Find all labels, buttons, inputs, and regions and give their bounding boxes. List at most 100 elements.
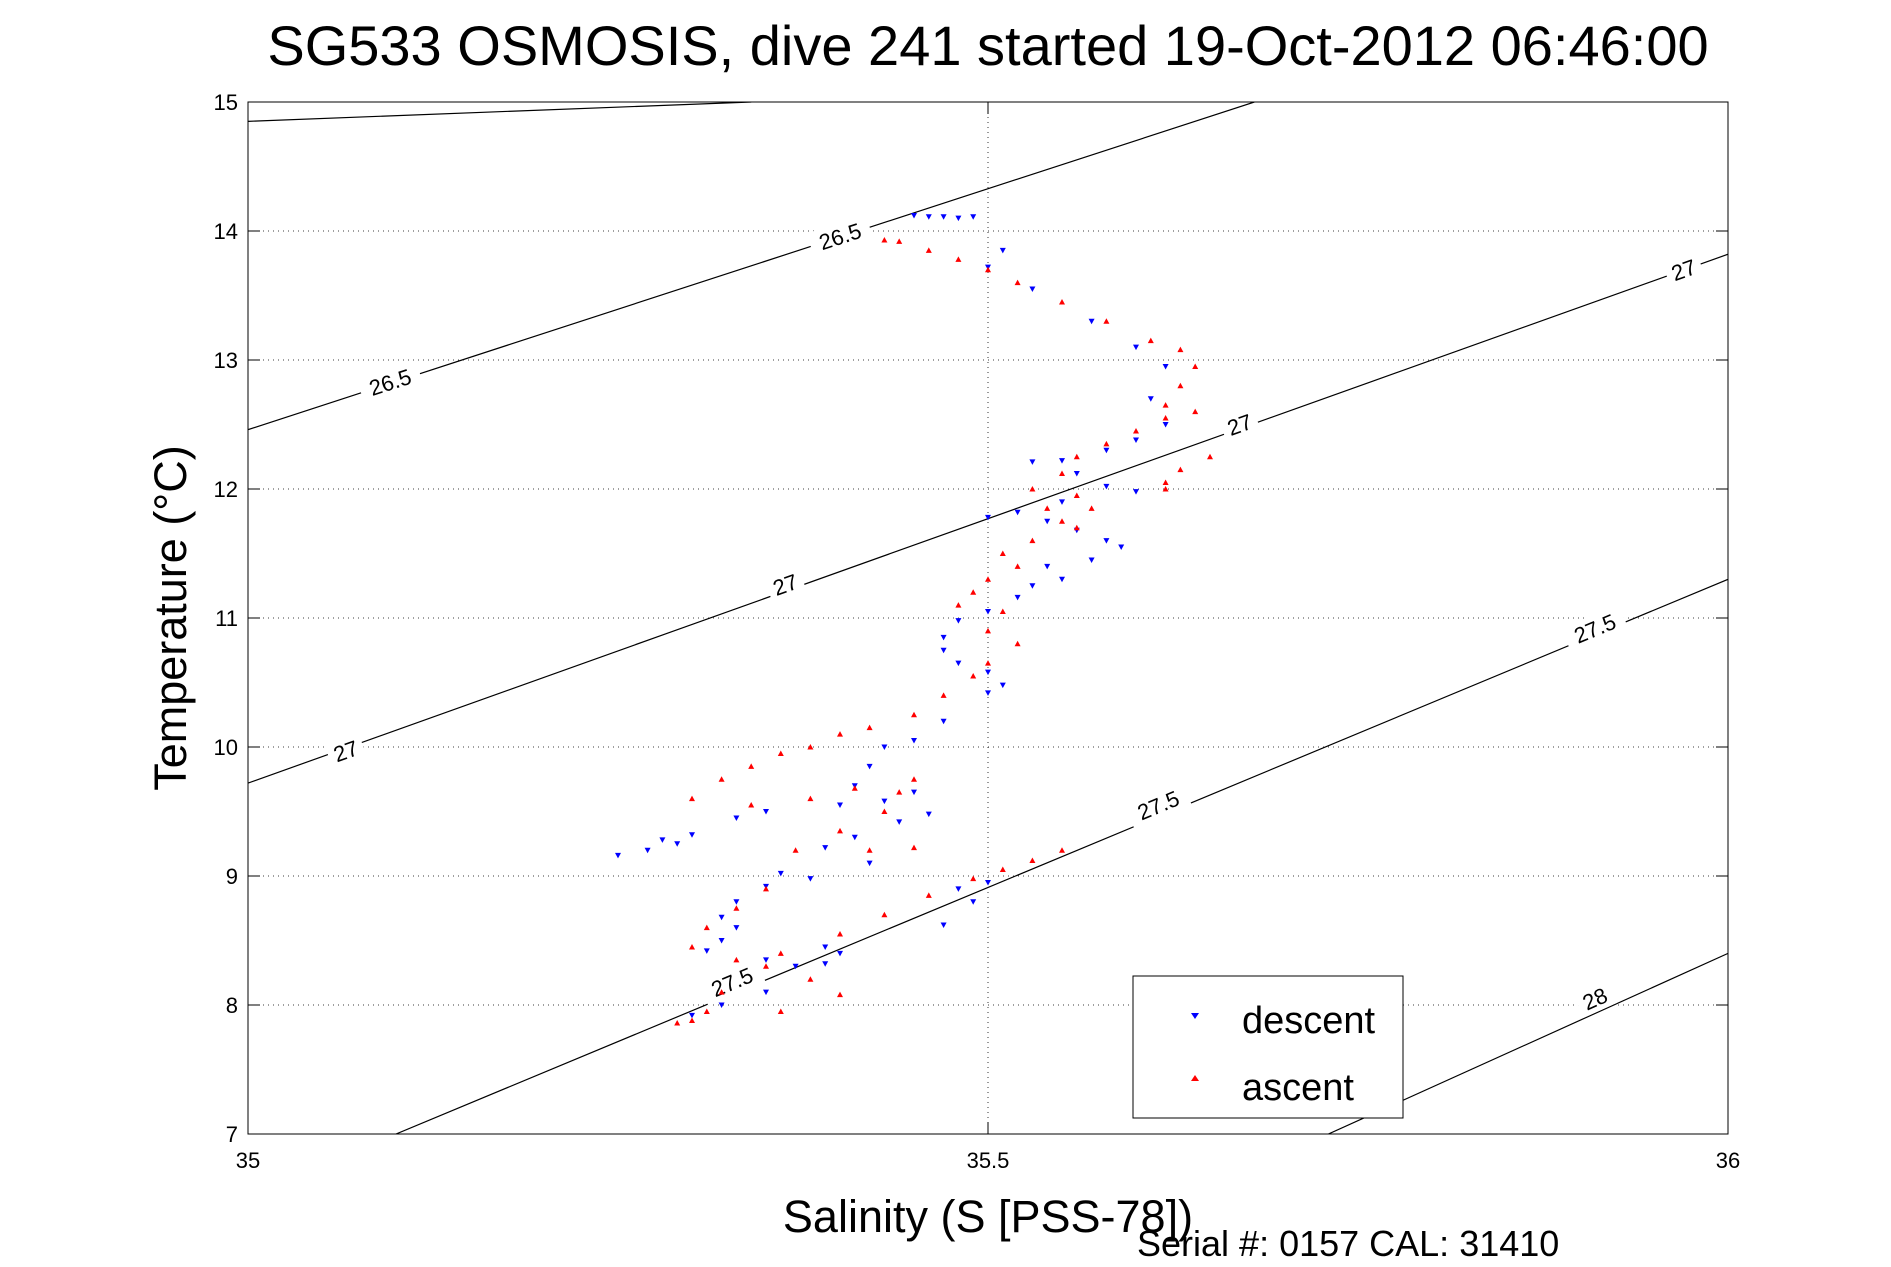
descent-point <box>940 718 947 725</box>
descent-point <box>1044 563 1051 570</box>
ascent-point <box>763 963 769 969</box>
descent-point <box>1103 538 1110 544</box>
ascent-point <box>1029 486 1036 492</box>
descent-point <box>1014 509 1021 516</box>
ascent-point <box>1162 479 1169 486</box>
ascent-point <box>837 931 843 937</box>
ascent-point <box>777 1008 784 1014</box>
descent-point <box>940 634 947 641</box>
descent-point <box>866 763 873 770</box>
descent-point <box>985 609 991 615</box>
ascent-point <box>837 991 843 998</box>
ascent-point <box>970 589 977 595</box>
ascent-point <box>689 1017 695 1023</box>
x-tick-layer: 35 35.5 36 <box>236 102 1740 1173</box>
descent-point <box>615 852 621 859</box>
descent-point <box>955 618 962 624</box>
contour-label-text: 26.5 <box>366 364 414 401</box>
contour-label-bg <box>1124 781 1192 829</box>
ascent-point <box>985 576 991 582</box>
ascent-point <box>718 776 725 782</box>
ascent-point <box>1029 857 1036 864</box>
x-tick-label: 35 <box>236 1148 260 1173</box>
ascent-point <box>881 808 888 814</box>
descent-point <box>807 876 814 882</box>
grid-layer <box>248 102 1728 1134</box>
descent-point <box>1147 396 1154 402</box>
ascent-point <box>1103 318 1110 324</box>
ascent-point <box>985 266 991 273</box>
descent-point <box>1029 286 1036 293</box>
descent-point <box>718 938 725 944</box>
ascent-point <box>985 627 991 634</box>
contour-label-bg <box>356 359 424 404</box>
descent-point <box>999 247 1006 254</box>
contour-label: 27 <box>1662 251 1705 288</box>
ascent-point <box>896 789 903 795</box>
ascent-point <box>866 847 873 853</box>
ascent-point <box>896 238 903 244</box>
descent-point <box>733 899 740 905</box>
y-tick-layer: 7 8 9 10 11 12 13 14 15 <box>214 90 1728 1147</box>
descent-point <box>911 738 917 744</box>
ascent-point <box>689 795 695 802</box>
ascent-point <box>1147 337 1154 344</box>
ascent-point <box>970 673 977 679</box>
legend: descent ascent <box>1132 975 1404 1119</box>
ascent-point <box>911 711 917 718</box>
descent-point <box>718 1002 725 1008</box>
contour-label-text: 27.5 <box>1134 786 1183 826</box>
ascent-point <box>718 989 725 995</box>
contour-label: 26.5 <box>356 359 424 404</box>
descent-point <box>1162 422 1169 428</box>
descent-point <box>940 922 947 929</box>
density-contour-27-5 <box>395 578 1728 1134</box>
y-tick-label: 9 <box>226 864 238 889</box>
ascent-point <box>689 943 695 950</box>
legend-ascent-marker <box>1191 1075 1199 1081</box>
descent-point <box>837 802 843 809</box>
ascent-point <box>970 875 977 882</box>
ascent-point <box>1177 466 1184 473</box>
descent-point <box>1133 489 1139 495</box>
contour-label-layer: 26.5 26.5 27 27 27 27 27.5 27.5 27.5 28 <box>324 214 1705 1018</box>
descent-point <box>911 789 917 796</box>
ascent-point <box>866 724 873 731</box>
contour-label: 27.5 <box>698 957 766 1006</box>
contour-label: 27.5 <box>1561 604 1629 653</box>
contour-label-bg <box>1561 604 1629 653</box>
y-tick-label: 8 <box>226 993 238 1018</box>
legend-descent-marker <box>1191 1013 1199 1019</box>
ascent-point <box>777 950 784 956</box>
descent-point <box>925 811 932 818</box>
x-tick-label: 36 <box>1716 1148 1740 1173</box>
y-tick-label: 7 <box>226 1122 238 1147</box>
descent-point <box>940 647 947 654</box>
descent-point <box>985 690 991 696</box>
contour-label-bg <box>1218 406 1261 443</box>
descent-point <box>763 957 769 963</box>
descent-point <box>851 834 858 841</box>
descent-point <box>881 744 888 750</box>
ascent-point <box>792 847 799 853</box>
ascent-point <box>1059 470 1065 477</box>
ascent-point <box>733 956 740 963</box>
contour-label-bg <box>1662 251 1705 288</box>
ascent-point <box>985 660 991 666</box>
ascent-point <box>999 608 1006 615</box>
ascent-point <box>1014 640 1021 647</box>
contour-label-bg <box>698 957 766 1006</box>
ascent-point <box>1073 453 1080 460</box>
ascent-point <box>999 550 1006 556</box>
chart-title: SG533 OSMOSIS, dive 241 started 19-Oct-2… <box>267 14 1708 77</box>
ascent-point <box>1044 505 1051 511</box>
legend-descent-label: descent <box>1242 1000 1376 1042</box>
descent-point <box>1029 459 1036 465</box>
ascent-point <box>777 750 784 756</box>
y-axis-label: Temperature (°C) <box>145 445 196 791</box>
y-tick-label: 13 <box>214 348 238 373</box>
ascent-point <box>1029 537 1036 544</box>
ascent-point <box>807 976 814 982</box>
contour-label: 27 <box>763 566 807 603</box>
descent-point <box>1118 544 1125 551</box>
